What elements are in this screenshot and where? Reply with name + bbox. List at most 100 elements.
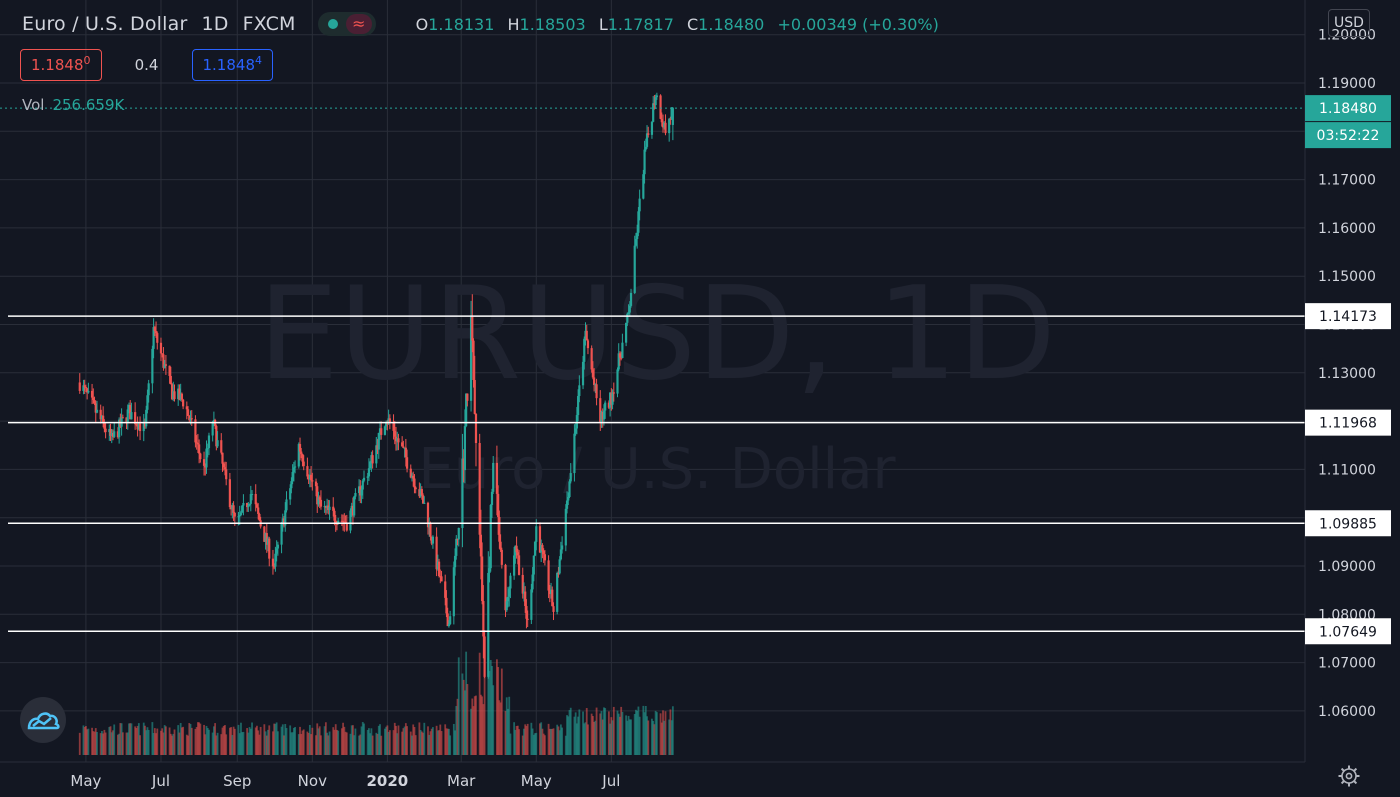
volume-bar (162, 732, 165, 755)
volume-bar (360, 726, 363, 755)
candle-body (164, 364, 167, 366)
candle-body (317, 497, 320, 505)
tradingview-cloud-logo-icon[interactable] (20, 697, 66, 743)
quote-panel: 1.18480 0.4 1.18484 (20, 49, 273, 81)
candle-body (413, 478, 416, 488)
candle-body (627, 312, 630, 314)
candle-body (629, 292, 633, 306)
volume-bar (590, 713, 593, 755)
candle-body (643, 149, 646, 175)
volume-bar (146, 727, 149, 755)
candle-body (590, 348, 593, 370)
interval-label[interactable]: 1D (201, 13, 229, 35)
price-tick-label: 1.20000 (1318, 28, 1376, 44)
candle-body (478, 443, 481, 535)
volume-bar (137, 723, 140, 755)
wave-icon[interactable]: ≈ (345, 14, 372, 34)
volume-bar (440, 731, 443, 755)
volume-bar (604, 708, 607, 755)
dot-icon[interactable] (327, 19, 338, 29)
volume-bar (375, 732, 378, 755)
volume-bar (422, 732, 424, 755)
volume-bar (413, 727, 416, 755)
volume-bar (432, 727, 434, 755)
candle-body (578, 385, 581, 397)
legend-pill[interactable]: ≈ (317, 12, 376, 36)
volume-bar (134, 726, 137, 755)
candle-body (542, 550, 545, 555)
volume-bar (92, 731, 95, 755)
volume-bar (185, 734, 188, 755)
last-price-tag (1305, 95, 1391, 122)
candle-body (483, 636, 486, 677)
candle-body (412, 475, 415, 479)
volume-bar (99, 733, 102, 755)
candle-body (168, 365, 171, 376)
volume-bar (610, 717, 613, 755)
volume-bar (345, 732, 348, 755)
volume-bar (414, 735, 417, 755)
candle-body (439, 576, 442, 578)
candle-body (375, 445, 378, 464)
candle-body (490, 491, 494, 505)
candle-body (238, 515, 241, 517)
volume-bar (377, 725, 380, 755)
time-tick-label: May (70, 772, 101, 790)
candle-body (574, 428, 577, 434)
volume-bar (147, 729, 150, 755)
candle-body (116, 431, 120, 438)
candle-body (401, 442, 404, 447)
candle-body (202, 459, 206, 466)
volume-bar (491, 665, 493, 755)
price-tick-label: 1.16000 (1318, 221, 1376, 237)
volume-bar (294, 727, 296, 755)
volume-bar (225, 734, 228, 755)
hline-price-label: 1.09885 (1319, 516, 1377, 532)
candle-body (153, 327, 156, 332)
buy-button[interactable]: 1.18484 (191, 49, 273, 81)
currency-button[interactable]: USD (1328, 9, 1370, 37)
candle-body (156, 333, 159, 343)
volume-bar (195, 727, 198, 755)
volume-bar (352, 725, 354, 755)
exchange-label: FXCM (242, 13, 296, 35)
candle-body (497, 493, 500, 518)
sell-button[interactable]: 1.18480 (20, 49, 102, 81)
volume-bar (620, 706, 623, 755)
candle-body (205, 448, 208, 468)
candle-body (530, 589, 533, 620)
volume-bar (404, 723, 407, 755)
time-tick-label: Jul (151, 772, 170, 790)
volume-bar (139, 735, 141, 755)
volume-bar (187, 735, 189, 755)
time-tick-label: Sep (223, 772, 251, 790)
gear-icon[interactable] (1337, 764, 1361, 788)
price-tick-label: 1.15000 (1318, 269, 1376, 285)
candle-body (180, 393, 183, 400)
candle-body (178, 388, 181, 400)
candle-body (300, 451, 303, 455)
volume-bar (483, 666, 486, 755)
candle-body (621, 342, 624, 358)
candle-body (102, 415, 105, 423)
volume-bar (242, 731, 245, 755)
volume-bar (567, 716, 570, 755)
candle-body (634, 239, 638, 246)
volume-bar (121, 732, 124, 755)
volume-bar (577, 716, 580, 755)
candle-body (216, 440, 219, 447)
volume-bar (488, 670, 491, 755)
countdown-label: 03:52:22 (1317, 128, 1380, 144)
candle-body (154, 331, 158, 334)
symbol-title[interactable]: Euro / U.S. Dollar (22, 13, 188, 35)
candle-body (186, 409, 190, 416)
volume-bar (281, 724, 284, 755)
volume-bar (215, 735, 218, 755)
candle-body (199, 453, 202, 460)
volume-bar (94, 728, 97, 755)
volume-bar (591, 716, 594, 755)
volume-bar (358, 735, 360, 755)
volume-bar (302, 729, 305, 755)
candle-body (561, 545, 564, 550)
